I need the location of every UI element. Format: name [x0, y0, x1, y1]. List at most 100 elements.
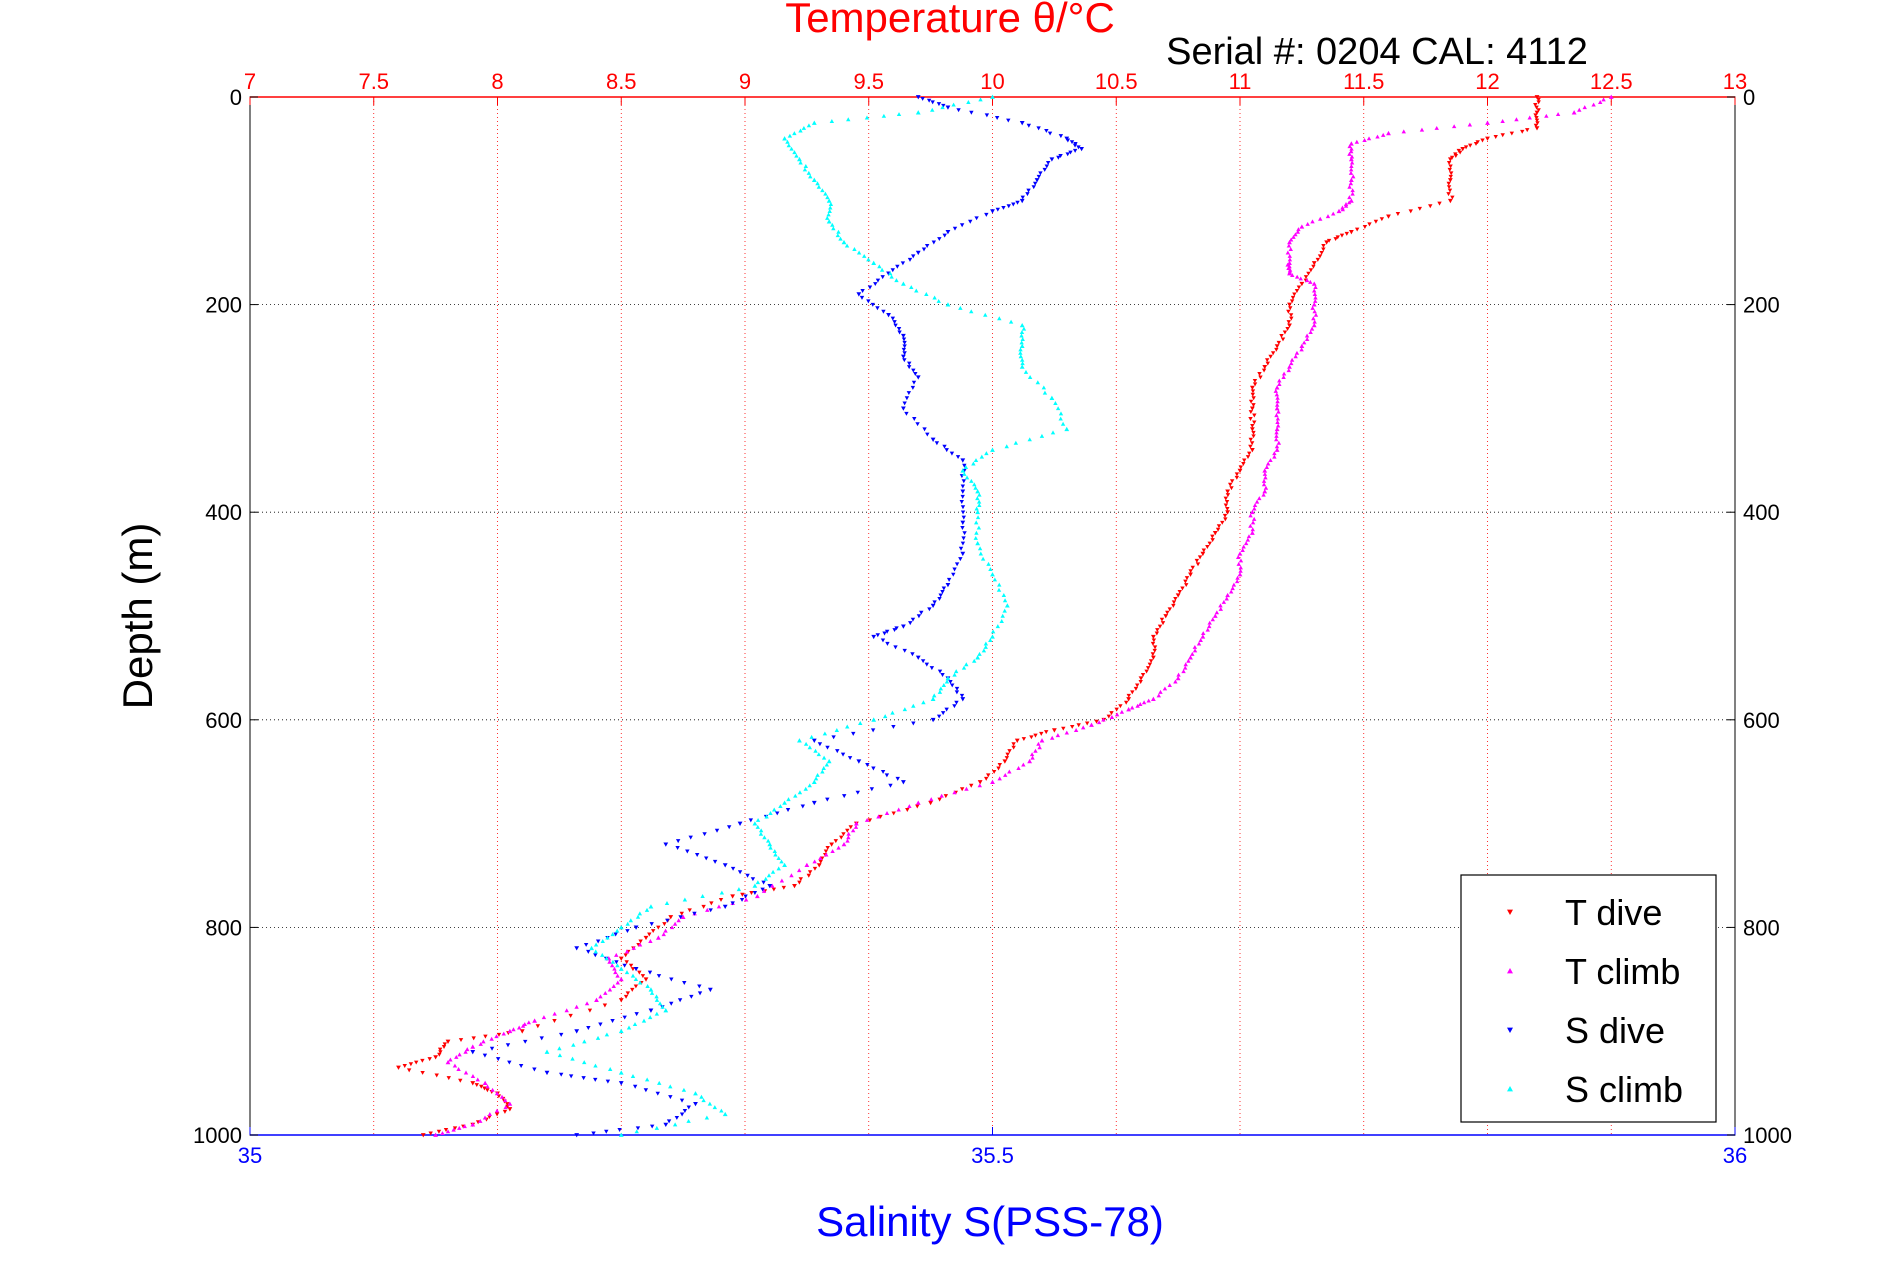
data-point [853, 824, 859, 829]
series-t-climb [433, 94, 1614, 1137]
data-point [1094, 719, 1099, 724]
data-point [699, 1094, 704, 1099]
data-point [1146, 698, 1151, 703]
data-point [1272, 454, 1277, 459]
data-point [664, 900, 670, 905]
data-point [906, 365, 912, 370]
data-point [1288, 247, 1293, 251]
data-point [1289, 316, 1294, 321]
data-point [845, 838, 850, 843]
data-point [1236, 561, 1241, 566]
data-point [954, 562, 960, 567]
data-point [1238, 558, 1244, 563]
data-point [743, 894, 748, 899]
data-point [452, 1063, 458, 1068]
data-point [765, 838, 771, 843]
data-point [1380, 132, 1386, 137]
data-point [960, 510, 966, 515]
data-point [686, 1118, 691, 1123]
data-point [1350, 191, 1355, 196]
data-point [1218, 606, 1224, 611]
data-point [396, 1065, 401, 1070]
temperature-tick-label: 7 [244, 69, 256, 94]
data-point [637, 911, 643, 916]
data-point [1229, 486, 1234, 491]
data-point [1348, 170, 1354, 175]
data-point [1535, 121, 1540, 126]
data-point [643, 1088, 649, 1093]
data-point [1311, 261, 1317, 266]
data-point [1276, 440, 1282, 445]
data-point [1019, 322, 1025, 328]
data-point [969, 309, 974, 314]
data-point [1167, 683, 1172, 687]
depth-tick-label-right: 0 [1743, 85, 1755, 110]
data-point [797, 790, 803, 795]
data-point [838, 236, 843, 241]
data-point [826, 198, 832, 203]
data-point [1296, 227, 1301, 232]
data-point [1004, 603, 1010, 608]
data-point [481, 1039, 486, 1044]
data-point [1006, 118, 1011, 123]
data-point [945, 230, 951, 235]
data-point [637, 980, 643, 985]
data-point [1514, 117, 1519, 122]
data-point [1135, 703, 1140, 708]
data-point [1347, 195, 1352, 200]
data-point [558, 1032, 564, 1037]
data-point [1020, 361, 1025, 366]
data-point [478, 1118, 483, 1123]
data-point [559, 1072, 564, 1077]
data-point [1212, 613, 1218, 618]
data-point [882, 714, 888, 719]
data-point [941, 683, 947, 687]
data-point [960, 505, 966, 510]
salinity-tick-labels: 35 35.5 36 [238, 1127, 1747, 1168]
data-point [593, 949, 598, 954]
data-point [902, 351, 907, 356]
data-point [1598, 99, 1603, 104]
data-point [1163, 614, 1169, 619]
data-point [1119, 709, 1125, 714]
depth-tick-label-left: 200 [205, 293, 242, 318]
data-point [440, 1131, 445, 1136]
data-point [1264, 465, 1270, 469]
data-point [902, 340, 907, 345]
data-point [470, 1044, 476, 1049]
data-point [822, 731, 828, 736]
data-point [952, 672, 957, 677]
data-point [866, 257, 871, 262]
data-point [719, 1108, 724, 1113]
data-point [1301, 340, 1307, 345]
data-point [1190, 651, 1195, 656]
data-point [1249, 509, 1255, 515]
data-point [1340, 207, 1345, 212]
data-point [990, 447, 995, 452]
data-point [1250, 520, 1256, 525]
data-point [712, 1105, 718, 1110]
data-point [876, 814, 881, 819]
data-point [1274, 426, 1280, 432]
data-point [1312, 288, 1317, 293]
data-point [972, 658, 977, 663]
data-point [544, 1049, 550, 1054]
data-point [960, 468, 966, 473]
data-point [1446, 192, 1451, 197]
data-point [870, 302, 875, 307]
data-point [443, 1128, 449, 1133]
data-point [1296, 285, 1302, 290]
data-point [911, 380, 917, 385]
data-point [1534, 116, 1539, 120]
data-point [625, 991, 631, 996]
data-point [511, 1027, 516, 1032]
data-point [682, 1109, 688, 1113]
data-point [1350, 188, 1355, 193]
depth-tick-label-right: 200 [1743, 293, 1780, 318]
data-point [1248, 437, 1253, 442]
data-point [1214, 610, 1220, 615]
data-point [1019, 121, 1025, 126]
data-point [1262, 471, 1268, 476]
data-point [1343, 203, 1349, 208]
data-point [1276, 409, 1281, 414]
